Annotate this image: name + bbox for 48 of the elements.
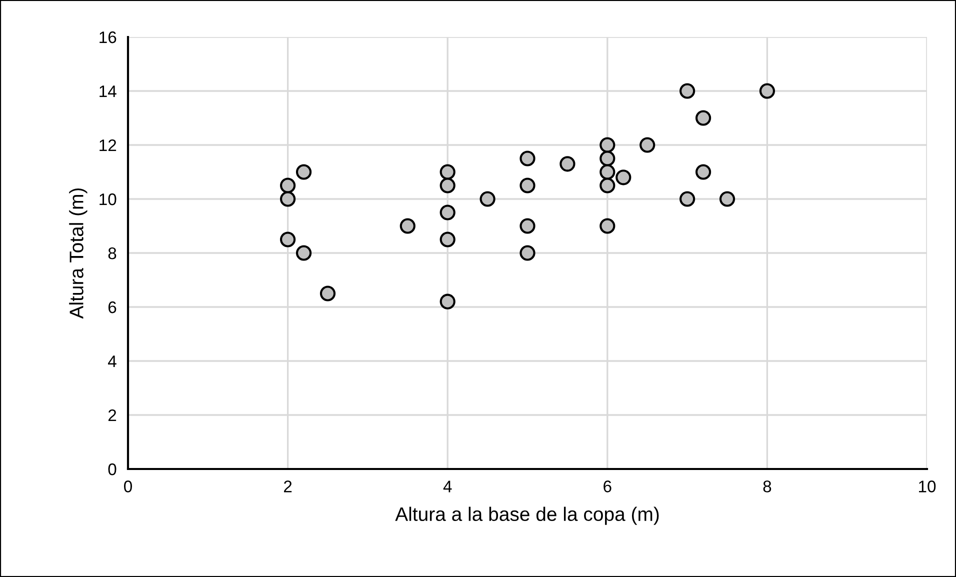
y-tick-label: 4 — [108, 356, 116, 368]
y-tick-label: 16 — [100, 31, 116, 44]
point — [400, 218, 416, 234]
point — [296, 164, 312, 180]
point — [600, 178, 616, 194]
point — [320, 286, 336, 302]
point — [679, 83, 696, 99]
point — [759, 83, 776, 99]
point — [679, 191, 696, 207]
point — [440, 232, 456, 248]
y-axis-title: Altura Total (m) — [69, 188, 88, 319]
point — [480, 191, 496, 207]
y-tick-label: 8 — [108, 247, 116, 260]
x-tick-label: 2 — [284, 480, 292, 492]
x-tick-label: 6 — [604, 480, 612, 492]
point — [600, 218, 616, 234]
point — [440, 204, 456, 220]
point — [296, 245, 312, 261]
point — [560, 156, 576, 172]
point — [440, 178, 456, 194]
x-axis-title: Altura a la base de la copa (m) — [395, 506, 659, 525]
x-tick-label: 10 — [919, 480, 936, 492]
y-tick-label: 12 — [100, 139, 116, 152]
y-tick-label: 10 — [100, 193, 116, 206]
point — [520, 245, 536, 261]
point — [280, 191, 296, 207]
point — [280, 232, 296, 248]
point — [616, 170, 632, 186]
point — [600, 137, 616, 153]
y-tick-label: 14 — [100, 86, 116, 98]
point — [719, 191, 736, 207]
x-tick-label: 4 — [443, 480, 452, 492]
y-tick-label: 0 — [108, 463, 116, 476]
point — [600, 164, 616, 180]
x-tick-label: 8 — [763, 480, 772, 492]
point — [520, 150, 536, 166]
point — [280, 178, 296, 194]
point — [600, 150, 616, 166]
point — [695, 164, 712, 180]
point — [520, 178, 536, 194]
point — [520, 218, 536, 234]
point — [440, 164, 456, 180]
point — [640, 137, 656, 153]
point — [695, 110, 712, 126]
y-tick-label: 6 — [108, 301, 116, 314]
y-tick-label: 2 — [108, 409, 116, 422]
x-tick-label: 0 — [124, 480, 132, 492]
point — [440, 294, 456, 310]
